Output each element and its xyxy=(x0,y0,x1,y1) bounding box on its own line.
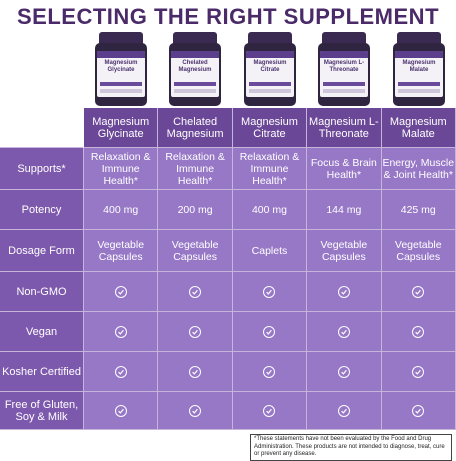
check-circle-icon xyxy=(263,365,276,378)
table-row-kosher: Kosher Certified xyxy=(0,352,456,392)
check-circle-icon xyxy=(114,365,127,378)
check-circle-icon xyxy=(412,325,425,338)
check-circle-icon xyxy=(114,285,127,298)
bottle-label: Magnesium Glycinate xyxy=(104,60,138,73)
table-cell: Vegetable Capsules xyxy=(381,230,456,272)
bottle-label: Magnesium Malate xyxy=(402,60,436,73)
table-cell: Energy, Muscle & Joint Health* xyxy=(381,148,456,190)
table-cell: Vegetable Capsules xyxy=(84,230,159,272)
check-circle-icon xyxy=(263,404,276,417)
comparison-table: Magnesium Glycinate Chelated Magnesium M… xyxy=(0,108,456,430)
check-circle-icon xyxy=(337,365,350,378)
check-circle-icon xyxy=(412,285,425,298)
column-header: Chelated Magnesium xyxy=(158,108,233,148)
column-header: Magnesium Citrate xyxy=(232,108,308,148)
table-cell: 400 mg xyxy=(84,190,159,230)
fda-disclaimer: *These statements have not been evaluate… xyxy=(250,434,452,461)
header-blank xyxy=(0,108,84,148)
row-label: Potency xyxy=(0,190,84,230)
table-row-dosage: Dosage Form Vegetable Capsules Vegetable… xyxy=(0,230,456,272)
check-circle-icon xyxy=(263,325,276,338)
table-cell: 400 mg xyxy=(232,190,308,230)
check-circle-icon xyxy=(412,365,425,378)
row-label: Non-GMO xyxy=(0,272,84,312)
table-cell: 425 mg xyxy=(381,190,456,230)
bottle-chelated: Chelated Magnesium xyxy=(159,30,231,108)
table-row-non-gmo: Non-GMO xyxy=(0,272,456,312)
bottle-malate: Magnesium Malate xyxy=(383,30,455,108)
bottle-label: Magnesium L-Threonate xyxy=(323,60,365,73)
table-row-vegan: Vegan xyxy=(0,312,456,352)
check-circle-icon xyxy=(337,285,350,298)
row-label: Supports* xyxy=(0,148,84,190)
product-images: Magnesium Glycinate Chelated Magnesium M… xyxy=(84,30,456,108)
table-header-row: Magnesium Glycinate Chelated Magnesium M… xyxy=(0,108,456,148)
row-label: Dosage Form xyxy=(0,230,84,272)
check-circle-icon xyxy=(189,365,202,378)
row-label: Kosher Certified xyxy=(0,352,84,392)
table-cell: Focus & Brain Health* xyxy=(307,148,382,190)
table-cell: 144 mg xyxy=(307,190,382,230)
bottle-label: Chelated Magnesium xyxy=(178,60,212,73)
column-header: Magnesium L-Threonate xyxy=(307,108,382,148)
column-header: Magnesium Malate xyxy=(381,108,456,148)
bottle-label: Magnesium Citrate xyxy=(253,60,287,73)
check-circle-icon xyxy=(114,404,127,417)
check-circle-icon xyxy=(114,325,127,338)
check-circle-icon xyxy=(189,404,202,417)
table-cell: Relaxation & Immune Health* xyxy=(84,148,159,190)
check-circle-icon xyxy=(189,325,202,338)
table-row-potency: Potency 400 mg 200 mg 400 mg 144 mg 425 … xyxy=(0,190,456,230)
bottle-glycinate: Magnesium Glycinate xyxy=(85,30,157,108)
row-label: Vegan xyxy=(0,312,84,352)
table-row-supports: Supports* Relaxation & Immune Health* Re… xyxy=(0,148,456,190)
check-circle-icon xyxy=(337,325,350,338)
page-title: SELECTING THE RIGHT SUPPLEMENT xyxy=(16,4,440,29)
table-cell: Relaxation & Immune Health* xyxy=(232,148,308,190)
bottle-citrate: Magnesium Citrate xyxy=(234,30,306,108)
bottle-threonate: Magnesium L-Threonate xyxy=(308,30,380,108)
table-cell: 200 mg xyxy=(158,190,233,230)
row-label: Free of Gluten, Soy & Milk xyxy=(0,392,84,430)
table-cell: Vegetable Capsules xyxy=(158,230,233,272)
table-cell: Relaxation & Immune Health* xyxy=(158,148,233,190)
table-row-allergen-free: Free of Gluten, Soy & Milk xyxy=(0,392,456,430)
column-header: Magnesium Glycinate xyxy=(84,108,159,148)
check-circle-icon xyxy=(263,285,276,298)
table-cell: Caplets xyxy=(232,230,308,272)
table-cell: Vegetable Capsules xyxy=(307,230,382,272)
check-circle-icon xyxy=(412,404,425,417)
check-circle-icon xyxy=(337,404,350,417)
check-circle-icon xyxy=(189,285,202,298)
